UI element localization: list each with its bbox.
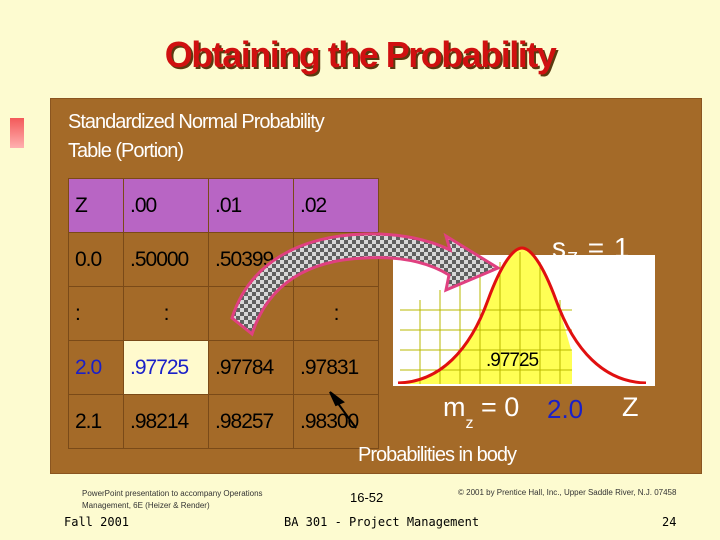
panel-heading: Standardized Normal Probability Table (P…: [68, 108, 398, 166]
sigma-value: = 1: [587, 232, 631, 263]
table-header-row: Z .00 .01 .02: [68, 178, 379, 233]
table-cell: .97831: [293, 340, 379, 395]
z-axis-label: Z: [622, 392, 639, 422]
table-cell-highlight: .97725: [123, 340, 209, 395]
header-cell: .01: [208, 178, 294, 233]
slide-number: 16-52: [350, 490, 384, 505]
mu-symbol: m: [443, 392, 466, 422]
panel-heading-line1: Standardized Normal Probability: [68, 111, 325, 133]
area-value-label: .97725: [486, 350, 539, 371]
probabilities-caption: Probabilities in body: [358, 444, 517, 466]
table-cell: :: [293, 286, 379, 341]
table-cell: :: [68, 286, 124, 341]
table-cell: .97784: [208, 340, 294, 395]
table-row-highlighted: 2.0 .97725 .97784 .97831: [68, 340, 379, 395]
header-cell: .00: [123, 178, 209, 233]
mu-value: = 0: [481, 392, 520, 422]
table-cell: .50000: [123, 232, 209, 287]
pointer-arrow-head: [329, 391, 345, 407]
table-cell: 2.1: [68, 394, 124, 449]
normal-curve: [397, 246, 647, 385]
footer-page-number: 24: [662, 515, 677, 529]
sigma-label: sZ = 1: [552, 232, 631, 269]
footer-center: BA 301 - Project Management: [284, 515, 480, 529]
copyright-notice: © 2001 by Prentice Hall, Inc., Upper Sad…: [458, 488, 677, 497]
panel-heading-line2: Table (Portion): [68, 140, 184, 162]
table-cell: .98257: [208, 394, 294, 449]
z-value-label: 2.0: [547, 394, 584, 424]
table-cell: .98214: [123, 394, 209, 449]
table-cell: :: [123, 286, 209, 341]
table-cell: 0.0: [68, 232, 124, 287]
presentation-credit-line1: PowerPoint presentation to accompany Ope…: [82, 489, 263, 498]
header-cell: Z: [68, 178, 124, 233]
sigma-subscript: Z: [567, 249, 579, 269]
mu-label: mz = 0: [443, 392, 520, 432]
header-cell: .02: [293, 178, 379, 233]
sigma-symbol: s: [552, 232, 567, 263]
mu-subscript: z: [465, 415, 474, 432]
presentation-credit: PowerPoint presentation to accompany Ope…: [82, 488, 263, 512]
curved-arrow: [230, 232, 502, 337]
footer-left: Fall 2001: [64, 515, 130, 529]
presentation-credit-line2: Management, 6E (Heizer & Render): [82, 501, 210, 510]
corner-decoration: [10, 118, 24, 148]
slide-title: Obtaining the Probability: [164, 34, 557, 75]
